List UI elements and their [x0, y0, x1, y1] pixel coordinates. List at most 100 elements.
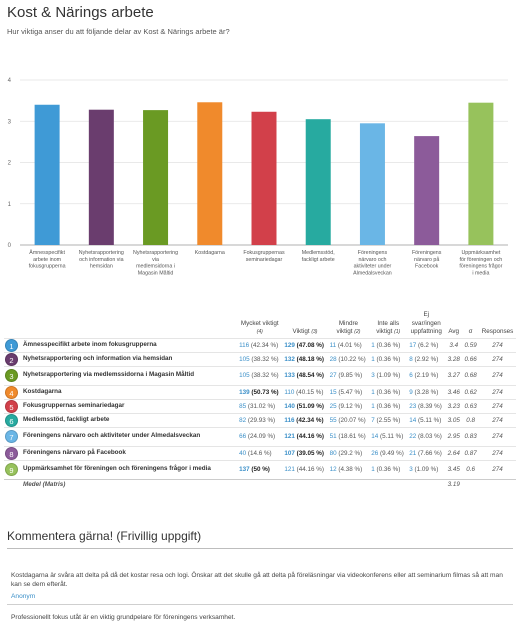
count-link[interactable]: 121: [284, 466, 295, 473]
row-number-badge: 5: [5, 399, 18, 413]
count-link[interactable]: 129: [284, 341, 295, 349]
count-link[interactable]: 1: [371, 388, 375, 396]
percent: (0.36 %): [376, 355, 401, 363]
count-link[interactable]: 1: [371, 402, 375, 410]
percent: (48.54 %): [296, 372, 324, 379]
percent: (31.02 %): [247, 402, 276, 410]
header-avg: Avg: [448, 328, 460, 335]
count-link[interactable]: 22: [409, 433, 417, 440]
bar: [197, 102, 223, 246]
count-link[interactable]: 11: [329, 341, 337, 349]
x-tick-label: Föreningens: [358, 250, 388, 256]
count-link[interactable]: 25: [329, 402, 337, 410]
table-body: 1 Ämnesspecifikt arbete inom fokusgrupper…: [4, 337, 516, 490]
x-tick-label: Fokusgruppernas: [243, 250, 285, 256]
percent: (5.11 %): [418, 416, 442, 424]
row-number: 2: [4, 351, 21, 366]
row-number-badge: 4: [5, 385, 18, 399]
cell-c4: 105 (38.32 %): [237, 365, 283, 385]
cell-c2: 25 (9.12 %): [327, 398, 370, 413]
count-link[interactable]: 110: [284, 388, 295, 396]
percent: (9.49 %): [380, 449, 404, 457]
comment-text: Kostdagarna är svåra att delta på då det…: [11, 572, 503, 589]
label-header: [4, 310, 237, 338]
count-link[interactable]: 17: [409, 341, 417, 349]
count-link[interactable]: 139: [239, 388, 250, 396]
count-link[interactable]: 12: [329, 466, 337, 473]
count-link[interactable]: 85: [239, 402, 247, 410]
count-link[interactable]: 137: [239, 466, 250, 473]
count-link[interactable]: 140: [284, 402, 295, 410]
comment-divider: [7, 604, 513, 605]
percent: (0.36 %): [376, 402, 401, 410]
count-link[interactable]: 14: [409, 416, 417, 424]
table-row: 8 Föreningens närvaro på Facebook 40 (14.6…: [4, 445, 516, 460]
count-link[interactable]: 55: [329, 416, 337, 424]
percent: (7.66 %): [418, 449, 442, 457]
count-link[interactable]: 1: [371, 466, 375, 473]
avg-value: 3.27: [445, 365, 463, 385]
row-label: Uppmärksamhet för föreningen och förenin…: [21, 459, 238, 479]
table-header-row: Mycket viktigt (4) Viktigt (3) Mindre vikt…: [4, 310, 516, 338]
spacer: [462, 478, 480, 490]
count-link[interactable]: 40: [239, 449, 247, 457]
average-row: Medel (Matris) 3.19: [4, 478, 516, 490]
count-link[interactable]: 132: [284, 355, 295, 363]
count-link[interactable]: 8: [409, 355, 413, 363]
sigma-value: 0.68: [462, 365, 480, 385]
count-link[interactable]: 105: [239, 372, 250, 379]
x-tick-label: Nyhetsrapportering: [79, 250, 124, 256]
row-label: Nyhetsrapportering via medlemssidorna i …: [21, 365, 238, 385]
comment-text: Professionellt fokus utåt är en viktig g…: [11, 614, 236, 621]
y-tick-label: 1: [8, 202, 12, 208]
avg-value: 3.4: [445, 337, 463, 352]
count-link[interactable]: 121: [284, 433, 295, 440]
percent: (8.39 %): [418, 402, 442, 410]
count-link[interactable]: 9: [409, 388, 413, 396]
cell-c0: 21 (7.66 %): [407, 445, 446, 460]
x-tick-label: hemsidan: [90, 264, 113, 270]
cell-c1: 1 (0.36 %): [369, 384, 408, 399]
count-link[interactable]: 27: [329, 372, 337, 379]
count-link[interactable]: 14: [371, 433, 379, 440]
count-link[interactable]: 3: [409, 466, 413, 473]
percent: (44.16 %): [296, 433, 324, 440]
count-link[interactable]: 26: [371, 449, 379, 457]
count-link[interactable]: 116: [239, 341, 250, 349]
count-link[interactable]: 133: [284, 372, 295, 379]
cell-c0: 14 (5.11 %): [407, 412, 446, 427]
count-link[interactable]: 21: [409, 449, 417, 457]
row-number-badge: 2: [5, 352, 18, 366]
count-link[interactable]: 6: [409, 372, 413, 379]
cell-c2: 28 (10.22 %): [327, 351, 370, 366]
count-link[interactable]: 7: [371, 416, 375, 424]
count-link[interactable]: 23: [409, 402, 417, 410]
count-link[interactable]: 116: [284, 416, 295, 424]
count-link[interactable]: 28: [329, 355, 337, 363]
y-tick-label: 3: [8, 119, 12, 125]
spacer: [4, 478, 21, 490]
bar: [305, 119, 331, 245]
count-link[interactable]: 51: [329, 433, 337, 440]
responses-value: 274: [479, 426, 516, 446]
question-text: Hur viktiga anser du att följande delar …: [7, 27, 230, 36]
count-link[interactable]: 107: [284, 449, 295, 457]
header-mycket-viktigt: Mycket viktigt (4): [240, 319, 279, 336]
row-label: Nyhetsrapportering och information via h…: [21, 351, 238, 366]
row-label: Ämnesspecifikt arbete inom fokusgruppern…: [21, 337, 238, 352]
count-link[interactable]: 1: [371, 355, 375, 363]
count-link[interactable]: 80: [329, 449, 337, 457]
count-link[interactable]: 105: [239, 355, 250, 363]
cell-c4: 116 (42.34 %): [237, 337, 283, 352]
comment-author-link[interactable]: Anonym: [11, 593, 36, 600]
percent: (9.85 %): [338, 372, 363, 379]
count-link[interactable]: 3: [371, 372, 375, 379]
count-link[interactable]: 82: [239, 416, 247, 424]
cell-c2: 15 (5.47 %): [327, 384, 370, 399]
x-tick-label: aktiviteter under: [354, 264, 392, 270]
count-link[interactable]: 66: [239, 433, 247, 440]
count-link[interactable]: 1: [371, 341, 375, 349]
row-label: Kostdagarna: [21, 384, 238, 399]
cell-c3: 121 (44.16 %): [282, 426, 328, 446]
count-link[interactable]: 15: [329, 388, 337, 396]
